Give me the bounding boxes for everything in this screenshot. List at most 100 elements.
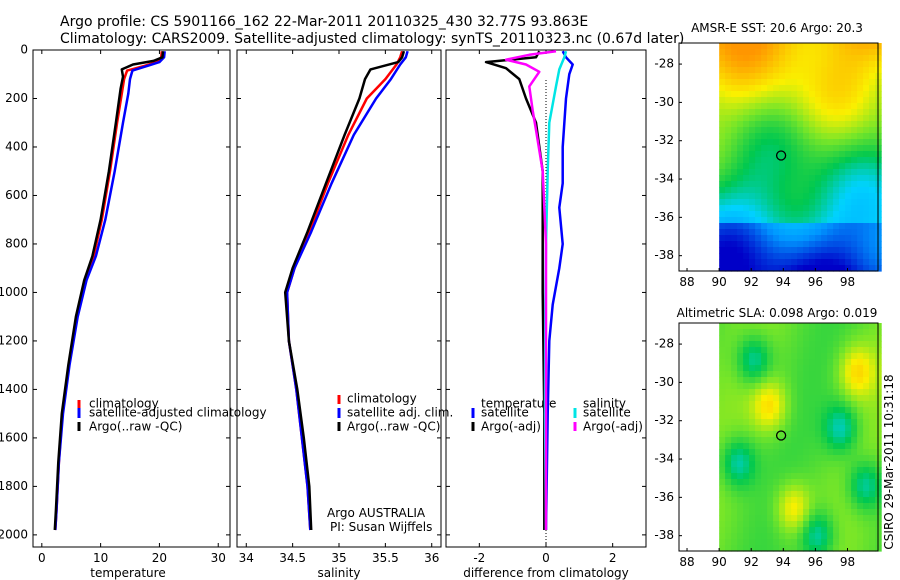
field-cell xyxy=(827,377,834,384)
field-cell xyxy=(821,413,828,420)
field-cell xyxy=(821,61,828,68)
field-cell xyxy=(791,241,798,248)
field-cell xyxy=(821,85,828,92)
field-cell xyxy=(767,467,774,474)
field-cell xyxy=(779,211,786,218)
field-cell xyxy=(761,115,768,122)
field-cell xyxy=(773,503,780,510)
field-cell xyxy=(845,259,852,266)
field-cell xyxy=(815,335,822,342)
field-cell xyxy=(731,401,738,408)
field-cell xyxy=(821,473,828,480)
field-cell xyxy=(803,365,810,372)
field-cell xyxy=(815,485,822,492)
field-cell xyxy=(779,49,786,56)
sla-map-frame xyxy=(678,322,879,552)
field-cell xyxy=(863,103,870,110)
field-cell xyxy=(815,377,822,384)
field-cell xyxy=(785,121,792,128)
field-cell xyxy=(725,395,732,402)
field-cell xyxy=(803,383,810,390)
field-cell xyxy=(863,97,870,104)
field-cell xyxy=(809,521,816,528)
field-cell xyxy=(785,253,792,260)
field-cell xyxy=(869,485,876,492)
field-cell xyxy=(809,533,816,540)
field-cell xyxy=(845,199,852,206)
field-cell xyxy=(779,407,786,414)
field-cell xyxy=(839,539,846,546)
field-cell xyxy=(821,509,828,516)
field-cell xyxy=(749,229,756,236)
field-cell xyxy=(737,97,744,104)
field-cell xyxy=(749,449,756,456)
field-cell xyxy=(845,473,852,480)
field-cell xyxy=(815,395,822,402)
field-cell xyxy=(845,455,852,462)
field-cell xyxy=(833,103,840,110)
field-cell xyxy=(863,449,870,456)
field-cell xyxy=(803,509,810,516)
field-cell xyxy=(833,241,840,248)
field-cell xyxy=(719,127,726,134)
field-cell xyxy=(833,49,840,56)
field-cell xyxy=(827,539,834,546)
field-cell xyxy=(737,187,744,194)
field-cell xyxy=(725,85,732,92)
field-cell xyxy=(725,109,732,116)
field-cell xyxy=(773,419,780,426)
field-cell xyxy=(791,425,798,432)
field-cell xyxy=(797,91,804,98)
field-cell xyxy=(767,473,774,480)
field-cell xyxy=(863,539,870,546)
field-cell xyxy=(785,521,792,528)
field-cell xyxy=(725,503,732,510)
field-cell xyxy=(863,443,870,450)
field-cell xyxy=(791,43,798,50)
field-cell xyxy=(809,67,816,74)
field-cell xyxy=(755,473,762,480)
field-cell xyxy=(719,181,726,188)
field-cell xyxy=(833,85,840,92)
field-cell xyxy=(797,491,804,498)
field-cell xyxy=(821,407,828,414)
field-cell xyxy=(785,55,792,62)
field-cell xyxy=(767,455,774,462)
field-cell xyxy=(785,539,792,546)
field-cell xyxy=(773,67,780,74)
field-cell xyxy=(755,479,762,486)
field-cell xyxy=(869,455,876,462)
field-cell xyxy=(749,389,756,396)
field-cell xyxy=(737,79,744,86)
field-cell xyxy=(869,109,876,116)
field-cell xyxy=(797,79,804,86)
field-cell xyxy=(803,235,810,242)
field-cell xyxy=(833,181,840,188)
field-cell xyxy=(851,377,858,384)
field-cell xyxy=(857,491,864,498)
field-cell xyxy=(821,157,828,164)
field-cell xyxy=(791,515,798,522)
field-cell xyxy=(827,235,834,242)
field-cell xyxy=(827,133,834,140)
field-cell xyxy=(851,67,858,74)
field-cell xyxy=(785,329,792,336)
field-cell xyxy=(815,163,822,170)
field-cell xyxy=(719,479,726,486)
field-cell xyxy=(863,527,870,534)
y-tick-label: 800 xyxy=(5,236,28,250)
field-cell xyxy=(767,151,774,158)
field-cell xyxy=(797,139,804,146)
x-tick-label: -2 xyxy=(473,551,485,565)
field-cell xyxy=(779,259,786,266)
field-cell xyxy=(725,425,732,432)
field-cell xyxy=(743,437,750,444)
field-cell xyxy=(869,365,876,372)
field-cell xyxy=(803,425,810,432)
field-cell xyxy=(863,61,870,68)
field-cell xyxy=(851,323,858,330)
field-cell xyxy=(749,527,756,534)
field-cell xyxy=(743,139,750,146)
field-cell xyxy=(785,97,792,104)
field-cell xyxy=(791,437,798,444)
